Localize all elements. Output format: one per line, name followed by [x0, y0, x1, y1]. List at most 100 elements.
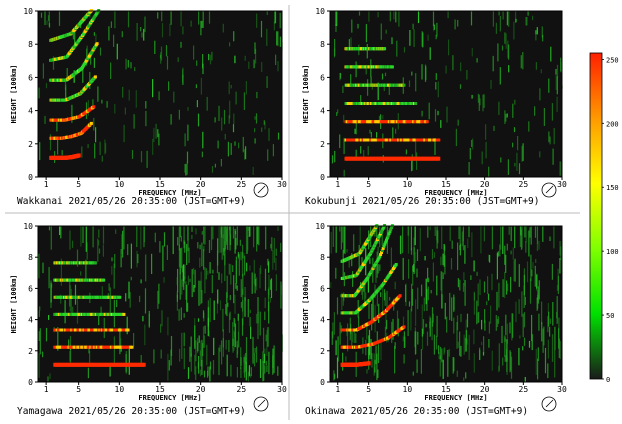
compass-icon [541, 396, 557, 412]
y-tick-label: 2 [320, 347, 325, 356]
x-tick-label: 1 [44, 385, 49, 394]
station-caption: Yamagawa 2021/05/26 20:35:00 (JST=GMT+9) [17, 406, 246, 417]
x-tick-label: 1 [335, 385, 340, 394]
y-tick-label: 2 [28, 140, 33, 149]
echo-trace [49, 9, 101, 62]
x-tick-label: 25 [237, 385, 247, 394]
y-axis-label: HEIGHT [100km] [302, 64, 310, 123]
y-tick-label: 10 [315, 222, 325, 231]
compass-icon [253, 182, 269, 198]
x-tick-label: 1 [44, 180, 49, 189]
x-tick-label: 20 [196, 385, 206, 394]
x-axis-label: FREQUENCY [MHz] [424, 394, 487, 402]
x-tick-label: 15 [155, 385, 165, 394]
echo-trace [53, 261, 97, 265]
echo-trace [344, 47, 387, 51]
y-tick-label: 10 [23, 7, 33, 16]
echo-trace [344, 138, 441, 142]
x-tick-label: 20 [480, 180, 490, 189]
x-tick-label: 15 [155, 180, 165, 189]
compass-icon [541, 182, 557, 198]
y-axis-label: HEIGHT [100km] [10, 274, 18, 333]
compass-icon [253, 396, 269, 412]
y-tick-label: 6 [320, 284, 325, 293]
x-axis-label: FREQUENCY [MHz] [138, 394, 201, 402]
colorbar-tick-label: 250 [606, 56, 619, 64]
echo-trace [344, 65, 394, 69]
x-tick-label: 5 [366, 180, 371, 189]
x-tick-label: 15 [441, 385, 451, 394]
echo-trace [49, 105, 96, 122]
y-tick-label: 2 [28, 347, 33, 356]
echo-trace [340, 224, 387, 280]
y-tick-label: 8 [28, 40, 33, 49]
x-tick-label: 5 [76, 180, 81, 189]
echo-trace [340, 361, 371, 367]
y-tick-label: 8 [320, 40, 325, 49]
x-tick-label: 25 [237, 180, 247, 189]
echo-trace [344, 156, 441, 161]
echo-trace [344, 102, 418, 105]
x-tick-label: 5 [366, 385, 371, 394]
x-tick-label: 25 [519, 385, 529, 394]
echo-trace [53, 295, 122, 299]
echo-trace [340, 325, 406, 349]
panel-dividers [5, 5, 580, 420]
y-axis-label: HEIGHT [100km] [302, 274, 310, 333]
echo-trace [53, 362, 146, 367]
x-axis-label: FREQUENCY [MHz] [424, 189, 487, 197]
y-tick-label: 4 [28, 316, 33, 325]
y-tick-label: 8 [28, 253, 33, 262]
colorbar-tick-label: 0 [606, 376, 610, 384]
y-tick-label: 6 [320, 73, 325, 82]
x-tick-label: 10 [115, 180, 125, 189]
colorbar-gradient [589, 52, 603, 380]
echo-trace [344, 83, 406, 87]
x-tick-label: 10 [403, 385, 413, 394]
x-tick-label: 10 [403, 180, 413, 189]
x-tick-label: 20 [480, 385, 490, 394]
x-tick-label: 1 [335, 180, 340, 189]
x-tick-label: 30 [277, 180, 287, 189]
station-caption: Kokubunji 2021/05/26 20:35:00 (JST=GMT+9… [305, 196, 540, 207]
echo-trace [340, 263, 398, 315]
plot-background [330, 11, 562, 177]
echo-trace [344, 120, 429, 124]
colorbar-tick-label: 200 [606, 120, 619, 128]
echo-trace [340, 224, 379, 263]
echo-trace [49, 153, 81, 160]
y-axis-label: HEIGHT [100km] [10, 64, 18, 123]
echo-trace [53, 345, 134, 349]
y-tick-label: 6 [28, 73, 33, 82]
noise-streaks [38, 226, 283, 382]
echo-trace [340, 294, 402, 332]
x-tick-label: 20 [196, 180, 206, 189]
x-tick-label: 10 [115, 385, 125, 394]
x-tick-label: 25 [519, 180, 529, 189]
x-tick-label: 30 [557, 180, 567, 189]
echo-trace [49, 75, 97, 102]
y-tick-label: 2 [320, 140, 325, 149]
x-axis-label: FREQUENCY [MHz] [138, 189, 201, 197]
x-tick-label: 5 [76, 385, 81, 394]
station-caption: Wakkanai 2021/05/26 20:35:00 (JST=GMT+9) [17, 196, 246, 207]
y-tick-label: 4 [28, 107, 33, 116]
x-tick-label: 30 [557, 385, 567, 394]
noise-streaks [331, 11, 563, 177]
echo-trace [53, 328, 130, 332]
y-tick-label: 0 [320, 173, 325, 182]
y-tick-label: 4 [320, 316, 325, 325]
y-tick-label: 8 [320, 253, 325, 262]
echo-trace [49, 42, 99, 82]
colorbar-tick-label: 150 [606, 184, 619, 192]
echo-trace [53, 312, 126, 316]
y-tick-label: 0 [28, 173, 33, 182]
colorbar-tick-label: 50 [606, 312, 614, 320]
colorbar: 0 50 100 150 200 250 [589, 52, 619, 384]
